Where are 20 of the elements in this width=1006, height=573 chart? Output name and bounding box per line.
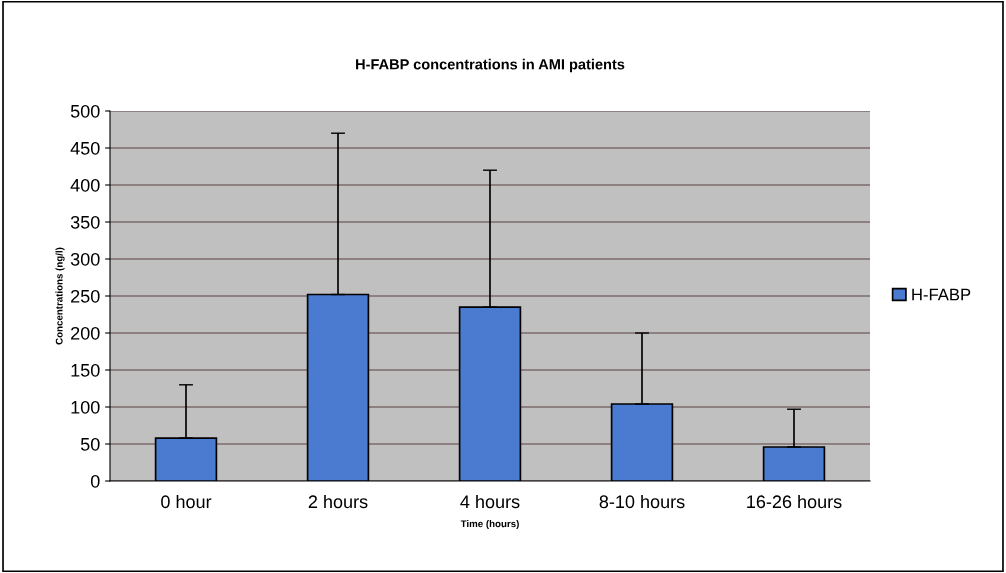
y-tick-label: 150	[71, 363, 100, 377]
x-tick-label: 16-26 hours	[747, 494, 842, 509]
x-tick-label: 4 hours	[460, 494, 520, 509]
y-tick-label: 400	[70, 178, 100, 192]
y-tick-label: 100	[71, 400, 100, 414]
y-tick-label: 350	[70, 215, 100, 229]
x-axis-title: Time (hours)	[460, 520, 519, 530]
x-tick-label: 2 hours	[308, 494, 368, 509]
x-tick-label: 8-10 hours	[599, 494, 685, 509]
y-axis-title: Concentrations (ng/l)	[55, 247, 65, 345]
y-tick-label: 250	[71, 289, 100, 303]
y-tick-label: 200	[71, 326, 100, 340]
legend-label: H-FABP	[912, 288, 971, 301]
x-tick-label: 0 hour	[161, 494, 212, 509]
y-tick-label: 500	[70, 104, 100, 118]
chart-title: H-FABP concentrations in AMI patients	[356, 58, 625, 73]
y-tick-label: 50	[80, 437, 100, 451]
y-tick-label: 300	[70, 252, 100, 266]
y-tick-label: 0	[90, 474, 100, 488]
y-tick-label: 450	[70, 141, 100, 155]
